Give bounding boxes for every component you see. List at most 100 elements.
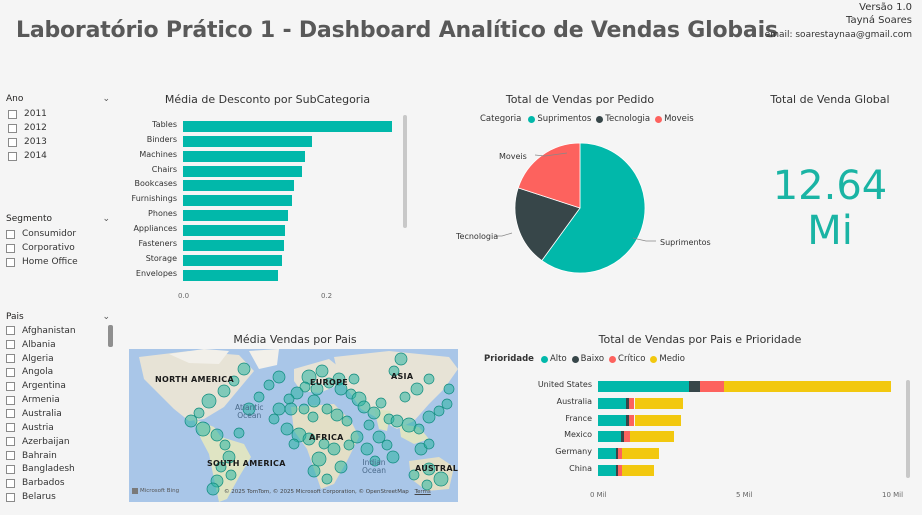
slicer-option[interactable]: 2013: [8, 135, 110, 149]
stacked-bar-segment[interactable]: [700, 381, 724, 392]
checkbox[interactable]: [6, 464, 15, 474]
map-bubble[interactable]: [350, 430, 364, 444]
slicer-option[interactable]: 2011: [8, 107, 110, 121]
map-bubble[interactable]: [237, 362, 251, 376]
stacked-bar-segment[interactable]: [634, 397, 683, 409]
stacked-chart-scrollbar[interactable]: [906, 380, 910, 478]
map-bubble[interactable]: [390, 414, 404, 428]
map-bubble[interactable]: [423, 373, 435, 385]
slicer-option[interactable]: Corporativo: [6, 241, 110, 255]
map-bubble[interactable]: [343, 439, 355, 451]
map-bubble[interactable]: [321, 473, 333, 485]
map-bubble[interactable]: [367, 406, 381, 420]
stacked-bar-segment[interactable]: [615, 465, 618, 476]
slicer-option[interactable]: Home Office: [6, 255, 110, 269]
map-bubble[interactable]: [272, 402, 286, 416]
slicer-option[interactable]: Argentina: [6, 379, 110, 393]
stacked-bar-segment[interactable]: [630, 431, 674, 443]
map-bubble[interactable]: [321, 403, 333, 415]
map-bubble[interactable]: [372, 430, 386, 444]
map-bubble[interactable]: [288, 438, 300, 450]
discount-bar[interactable]: [183, 195, 292, 207]
discount-bar[interactable]: [183, 121, 392, 132]
map-bubble[interactable]: [348, 373, 360, 385]
map-bubble[interactable]: [357, 400, 371, 414]
map-bubble[interactable]: [283, 393, 295, 405]
map-bubble[interactable]: [307, 411, 319, 423]
slicer-option[interactable]: 2014: [8, 149, 110, 163]
map-bubble[interactable]: [413, 423, 425, 435]
checkbox[interactable]: [6, 451, 15, 461]
map-bubble[interactable]: [299, 381, 311, 393]
map-bubble[interactable]: [414, 442, 428, 456]
map-bubble[interactable]: [307, 394, 321, 408]
checkbox[interactable]: [6, 354, 15, 364]
map-bubble[interactable]: [307, 464, 321, 478]
map-bubble[interactable]: [315, 364, 329, 378]
stacked-bar-segment[interactable]: [615, 448, 618, 460]
map-bubble[interactable]: [233, 427, 245, 439]
chevron-down-icon[interactable]: ⌄: [102, 214, 110, 224]
map-bubble[interactable]: [225, 469, 237, 481]
discount-bar[interactable]: [183, 150, 306, 162]
map-bubble[interactable]: [422, 462, 436, 476]
discount-bar[interactable]: [183, 224, 285, 236]
checkbox[interactable]: [6, 437, 15, 447]
stacked-bar-segment[interactable]: [688, 381, 701, 392]
stacked-bar-segment[interactable]: [598, 414, 626, 426]
slicer-option[interactable]: Azerbaijan: [6, 435, 110, 449]
map-bubble[interactable]: [263, 379, 275, 391]
map-bubble[interactable]: [375, 397, 387, 409]
map-bubble[interactable]: [330, 408, 344, 422]
map-bubble[interactable]: [298, 403, 310, 415]
slicer-option[interactable]: Bangladesh: [6, 462, 110, 476]
map-bubble[interactable]: [193, 407, 205, 419]
map-bubble[interactable]: [421, 479, 433, 491]
map-bubble[interactable]: [388, 365, 400, 377]
map-bubble[interactable]: [363, 419, 375, 431]
stacked-bar-segment[interactable]: [625, 414, 629, 426]
discount-bar[interactable]: [183, 269, 279, 281]
map-visual[interactable]: NORTH AMERICA SOUTH AMERICA ASIA EUROPE …: [129, 349, 458, 502]
map-bubble[interactable]: [334, 382, 348, 396]
map-bubble[interactable]: [394, 352, 408, 366]
map-bubble[interactable]: [268, 413, 280, 425]
map-bubble[interactable]: [215, 461, 227, 473]
legend-prioridade-1[interactable]: Baixo: [580, 354, 605, 364]
pie-slice-suprimentos[interactable]: [541, 142, 646, 274]
map-bubble[interactable]: [341, 415, 353, 427]
map-bubble[interactable]: [228, 375, 240, 387]
stacked-bar-segment[interactable]: [621, 431, 625, 443]
slicer-option[interactable]: Austria: [6, 421, 110, 435]
slicer-option[interactable]: Australia: [6, 407, 110, 421]
legend-suprimentos[interactable]: Suprimentos: [537, 114, 592, 124]
stacked-bar-segment[interactable]: [723, 381, 892, 392]
map-bubble[interactable]: [318, 438, 330, 450]
map-bubble[interactable]: [369, 455, 381, 467]
checkbox[interactable]: [8, 137, 17, 147]
stacked-bar-segment[interactable]: [628, 397, 635, 409]
discount-bar[interactable]: [183, 239, 284, 251]
map-bubble[interactable]: [290, 386, 304, 400]
stacked-bar-segment[interactable]: [598, 448, 616, 460]
map-bubble[interactable]: [311, 451, 327, 467]
slicer-option[interactable]: Armenia: [6, 393, 110, 407]
map-bubble[interactable]: [242, 402, 256, 416]
slicer-option[interactable]: Albania: [6, 338, 110, 352]
slicer-option[interactable]: Afghanistan: [6, 324, 110, 338]
stacked-bar-segment[interactable]: [634, 414, 682, 426]
discount-bar[interactable]: [183, 254, 283, 266]
slicer-option[interactable]: Belarus: [6, 490, 110, 504]
slicer-option[interactable]: Barbados: [6, 476, 110, 490]
checkbox[interactable]: [6, 367, 15, 377]
legend-prioridade-2[interactable]: Crítico: [618, 354, 646, 364]
checkbox[interactable]: [6, 409, 15, 419]
stacked-bar-segment[interactable]: [622, 465, 655, 476]
stacked-bar-segment[interactable]: [617, 465, 623, 476]
map-bubble[interactable]: [441, 398, 453, 410]
checkbox[interactable]: [6, 381, 15, 391]
map-bubble[interactable]: [381, 439, 393, 451]
checkbox[interactable]: [6, 395, 15, 405]
map-bubble[interactable]: [184, 414, 198, 428]
map-bubble[interactable]: [327, 442, 341, 456]
